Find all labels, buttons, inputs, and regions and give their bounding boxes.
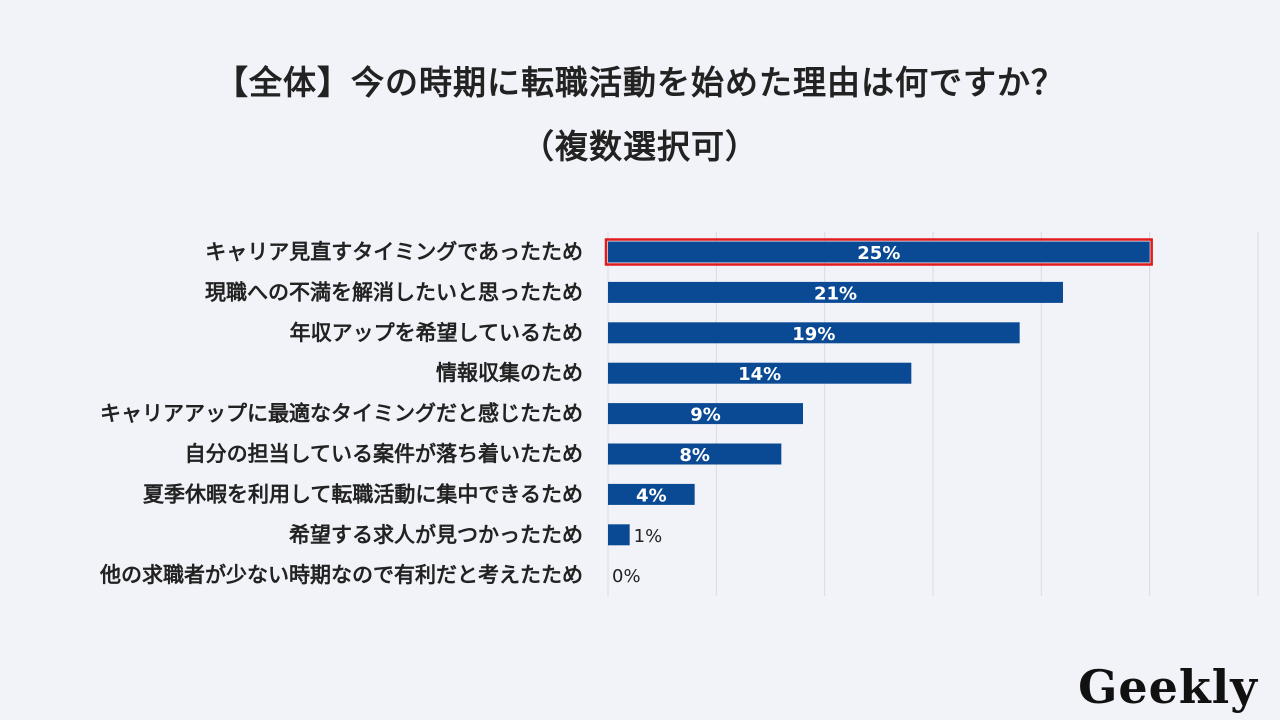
data-label: 19% — [792, 324, 835, 345]
data-label: 14% — [738, 364, 781, 385]
bar — [608, 362, 912, 384]
category-label: 希望する求人が見つかったため — [289, 523, 583, 547]
chart-title: 【全体】今の時期に転職活動を始めた理由は何ですか？ — [215, 63, 1065, 102]
bar — [608, 443, 782, 465]
bar — [608, 524, 630, 546]
geekly-logo: Geekly — [1078, 660, 1258, 714]
data-label: 8% — [679, 445, 710, 466]
category-label: 年収アップを希望しているため — [290, 321, 583, 345]
category-label: 他の求職者が少ない時期なので有利だと考えたため — [99, 563, 583, 587]
bar — [608, 483, 695, 505]
category-label: 情報収集のため — [436, 361, 583, 385]
category-label: 現職への不満を解消したいと思ったため — [205, 280, 583, 304]
bar — [608, 241, 1150, 263]
data-label: 1% — [634, 526, 663, 547]
data-label: 0% — [612, 566, 641, 587]
data-label: 25% — [857, 243, 900, 264]
data-label: 21% — [814, 283, 857, 304]
data-label: 9% — [690, 405, 721, 426]
highlight-outline — [604, 238, 1153, 266]
bar — [608, 403, 803, 425]
category-label: キャリア見直すタイミングであったため — [205, 240, 583, 264]
bar — [608, 322, 1020, 344]
chart-subtitle: （複数選択可） — [521, 127, 759, 166]
category-label: 自分の担当している案件が落ち着いたため — [185, 442, 583, 466]
category-label: キャリアアップに最適なタイミングだと感じたため — [100, 402, 583, 426]
bar — [608, 281, 1063, 303]
data-label: 4% — [636, 485, 667, 506]
category-label: 夏季休暇を利用して転職活動に集中できるため — [143, 482, 583, 506]
